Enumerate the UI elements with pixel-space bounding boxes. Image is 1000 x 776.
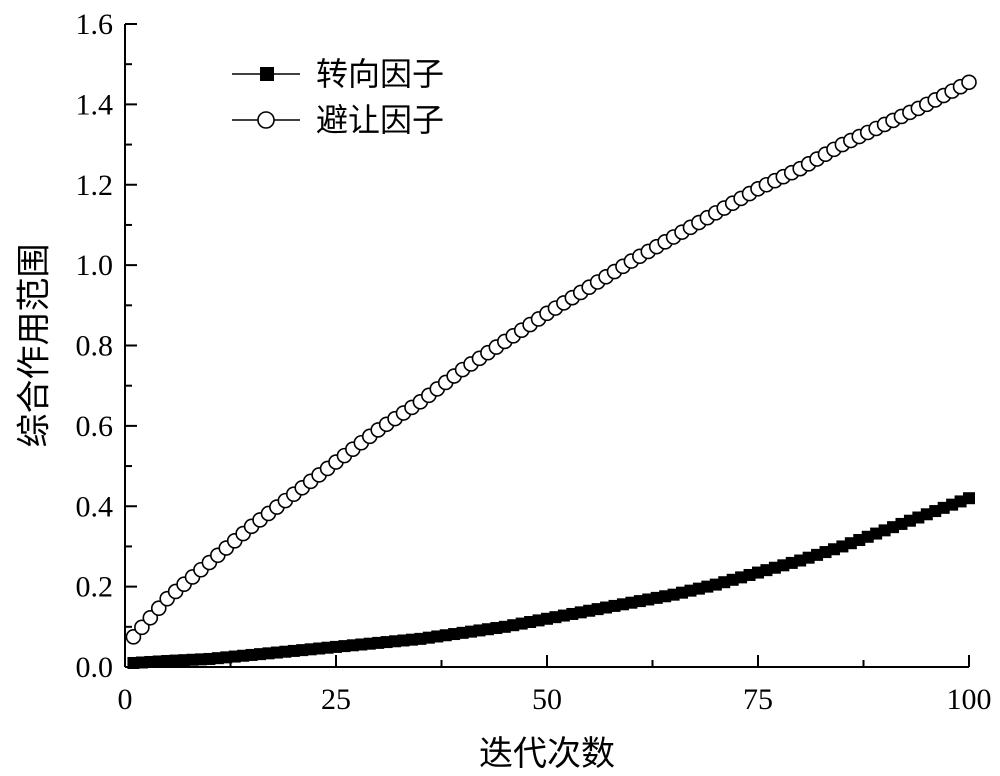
data-point-circle bbox=[125, 629, 142, 645]
legend-entry-2: 避让因子 bbox=[232, 101, 444, 139]
legend-label: 转向因子 bbox=[316, 55, 444, 93]
y-tick-label: 0.8 bbox=[76, 330, 114, 363]
data-point-circle bbox=[142, 609, 159, 626]
data-point-square bbox=[254, 648, 267, 661]
data-point-circle bbox=[134, 619, 150, 636]
x-tick-label: 100 bbox=[947, 683, 992, 716]
series-1 bbox=[127, 492, 975, 669]
ticks: 0 25 50 75 100 0.0 0.2 0.4 0.6 0.8 1.0 1.2 1.4 1.6 bbox=[76, 8, 992, 716]
data-point-square bbox=[920, 508, 933, 521]
y-axis-title: 综合作用范围 bbox=[15, 244, 55, 448]
legend-entry-1: 转向因子 bbox=[232, 55, 444, 93]
data-point-circle bbox=[961, 74, 977, 91]
legend-marker-square bbox=[260, 67, 274, 81]
y-tick-label: 1.4 bbox=[76, 88, 114, 121]
series-layer bbox=[125, 74, 977, 669]
series-2 bbox=[125, 74, 977, 645]
x-tick-label: 50 bbox=[532, 683, 562, 716]
x-axis-title: 迭代次数 bbox=[479, 734, 615, 774]
data-point-square bbox=[963, 492, 975, 505]
legend-marker-circle bbox=[257, 111, 275, 129]
y-tick-label: 0.4 bbox=[76, 490, 114, 523]
y-tick-label: 1.6 bbox=[76, 8, 114, 41]
y-tick-label: 1.0 bbox=[76, 249, 114, 282]
x-tick-label: 0 bbox=[118, 683, 133, 716]
y-tick-label: 0.2 bbox=[76, 571, 114, 604]
x-tick-label: 75 bbox=[743, 683, 773, 716]
y-tick-label: 0.0 bbox=[76, 651, 114, 684]
x-tick-label: 25 bbox=[321, 683, 351, 716]
y-tick-label: 0.6 bbox=[76, 410, 114, 443]
y-tick-label: 1.2 bbox=[76, 169, 114, 202]
legend-label: 避让因子 bbox=[316, 101, 444, 139]
data-point-circle bbox=[150, 600, 167, 617]
